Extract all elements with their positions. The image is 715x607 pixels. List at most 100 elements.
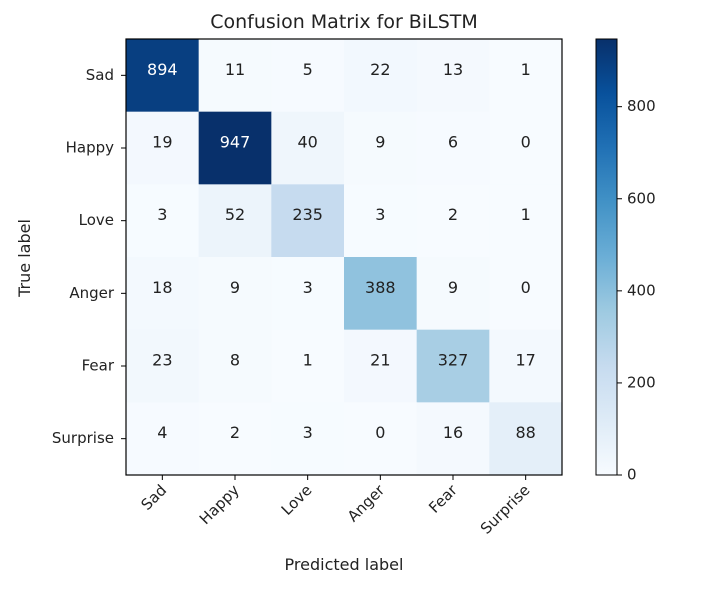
heatmap-cell — [344, 39, 418, 113]
heatmap-cell — [271, 111, 345, 185]
heatmap-cell — [416, 39, 490, 113]
y-tick-label: Fear — [82, 357, 115, 375]
heatmap-cell — [198, 111, 272, 185]
heatmap-cell — [489, 111, 563, 185]
x-tick-label: Love — [278, 481, 316, 519]
heatmap-cell — [489, 329, 563, 403]
cell-value-label: 8 — [230, 351, 240, 370]
heatmap-cells — [126, 39, 563, 476]
heatmap-cell — [198, 402, 272, 476]
cell-value-label: 894 — [147, 60, 178, 79]
heatmap-cell — [344, 402, 418, 476]
cell-value-label: 88 — [515, 423, 535, 442]
colorbar-ticks: 0 200 400 600 800 — [617, 97, 656, 484]
chart-title: Confusion Matrix for BiLSTM — [210, 11, 478, 33]
heatmap-cell — [416, 402, 490, 476]
cell-value-label: 0 — [521, 278, 531, 297]
y-tick-label: Love — [79, 211, 114, 229]
cell-value-label: 23 — [152, 351, 172, 370]
colorbar-tick-label: 0 — [627, 466, 637, 484]
heatmap-cell — [271, 402, 345, 476]
cell-value-label: 52 — [225, 205, 245, 224]
x-tick-label: Fear — [425, 481, 461, 517]
cell-value-label: 3 — [303, 423, 313, 442]
heatmap-cell — [489, 39, 563, 113]
cell-value-label: 18 — [152, 278, 172, 297]
y-axis-label: True label — [15, 219, 34, 298]
cell-value-label: 40 — [297, 133, 317, 152]
cell-value-label: 3 — [375, 205, 385, 224]
heatmap-cell — [416, 329, 490, 403]
cell-value-label: 0 — [521, 133, 531, 152]
cell-value-label: 1 — [521, 60, 531, 79]
x-tick-label: Sad — [137, 481, 170, 514]
colorbar-tick-label: 600 — [627, 189, 656, 207]
cell-value-label: 3 — [157, 205, 167, 224]
y-tick-label: Surprise — [52, 429, 114, 447]
heatmap-cell — [198, 39, 272, 113]
heatmap-cell — [344, 329, 418, 403]
x-axis-ticks: Sad Happy Love Anger Fear Surprise — [137, 475, 533, 538]
heatmap-cell — [271, 257, 345, 331]
heatmap-cell — [198, 329, 272, 403]
colorbar-tick-label: 400 — [627, 281, 656, 299]
cell-value-label: 1 — [303, 351, 313, 370]
heatmap-cell — [126, 184, 200, 258]
cell-value-label: 6 — [448, 133, 458, 152]
cell-value-label: 11 — [225, 60, 245, 79]
y-tick-label: Anger — [69, 284, 115, 302]
x-tick-label: Anger — [344, 481, 389, 526]
cell-value-label: 9 — [375, 133, 385, 152]
cell-value-label: 21 — [370, 351, 390, 370]
cell-value-label: 947 — [220, 133, 251, 152]
heatmap-cell — [126, 257, 200, 331]
cell-value-labels: 894 11 5 22 13 119 947 40 9 6 03 52 235 3 2 118 9 3 388 9 02… — [147, 60, 536, 442]
heatmap-cell — [489, 257, 563, 331]
cell-value-label: 13 — [443, 60, 463, 79]
x-axis-label: Predicted label — [285, 555, 404, 574]
cell-value-label: 3 — [303, 278, 313, 297]
heatmap-cell — [126, 111, 200, 185]
colorbar-tick-label: 800 — [627, 97, 656, 115]
heatmap-cell — [271, 184, 345, 258]
heatmap-cell — [416, 184, 490, 258]
heatmap-cell — [126, 402, 200, 476]
colorbar — [595, 38, 618, 476]
heatmap-cell — [198, 184, 272, 258]
x-tick-label: Surprise — [477, 481, 534, 538]
cell-value-label: 388 — [365, 278, 396, 297]
heatmap-cell — [344, 184, 418, 258]
cell-value-label: 19 — [152, 133, 172, 152]
heatmap-cell — [344, 257, 418, 331]
cell-value-label: 327 — [438, 351, 469, 370]
heatmap-cell — [271, 329, 345, 403]
heatmap-cell — [344, 111, 418, 185]
cell-value-label: 9 — [230, 278, 240, 297]
plot-frame — [125, 38, 563, 476]
heatmap-cell — [489, 184, 563, 258]
heatmap-cell — [489, 402, 563, 476]
cell-value-label: 2 — [230, 423, 240, 442]
cell-value-label: 22 — [370, 60, 390, 79]
cell-value-label: 0 — [375, 423, 385, 442]
y-tick-label: Happy — [66, 139, 115, 157]
heatmap-cell — [416, 257, 490, 331]
cell-value-label: 2 — [448, 205, 458, 224]
cell-value-label: 1 — [521, 205, 531, 224]
cell-value-label: 9 — [448, 278, 458, 297]
heatmap-cell — [198, 257, 272, 331]
x-tick-label: Happy — [196, 481, 243, 528]
colorbar-tick-label: 200 — [627, 373, 656, 391]
heatmap-cell — [271, 39, 345, 113]
y-axis-ticks: Sad Happy Love Anger Fear Surprise — [52, 66, 126, 447]
heatmap-cell — [126, 329, 200, 403]
cell-value-label: 4 — [157, 423, 167, 442]
cell-value-label: 235 — [292, 205, 323, 224]
cell-value-label: 5 — [303, 60, 313, 79]
cell-value-label: 16 — [443, 423, 463, 442]
y-tick-label: Sad — [86, 66, 114, 84]
heatmap-cell — [126, 39, 200, 113]
cell-value-label: 17 — [515, 351, 535, 370]
heatmap-cell — [416, 111, 490, 185]
